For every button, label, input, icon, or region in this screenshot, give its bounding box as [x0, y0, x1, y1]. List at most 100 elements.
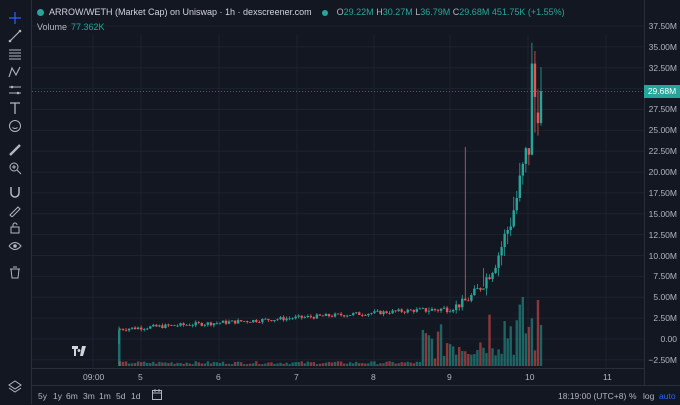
candle-body	[521, 163, 525, 176]
candle-body	[485, 277, 488, 289]
volume-bar	[188, 363, 191, 366]
range-1y[interactable]: 1y	[53, 391, 62, 401]
time-tick-label: 10	[525, 372, 535, 382]
chart-area[interactable]	[32, 0, 644, 385]
volume-bar	[391, 361, 394, 366]
candlestick-chart[interactable]	[32, 0, 644, 368]
price-tick-label: −2.50M	[648, 354, 677, 365]
price-tick-label: 7.50M	[653, 271, 677, 282]
candle-body	[509, 226, 512, 230]
price-tick-label: 12.50M	[648, 229, 677, 240]
candle-body	[130, 327, 134, 329]
volume-bar	[342, 363, 346, 366]
volume-bar	[267, 362, 270, 366]
pattern-icon[interactable]	[5, 64, 25, 80]
range-1d[interactable]: 1d	[131, 391, 141, 401]
candle-body	[512, 210, 515, 227]
volume-bar	[497, 349, 500, 366]
auto-toggle[interactable]: auto	[659, 391, 676, 401]
volume-bar	[506, 338, 509, 366]
magnet-icon[interactable]	[5, 184, 25, 200]
candle-body	[288, 318, 291, 320]
candle-body	[136, 327, 140, 330]
candle-body	[173, 325, 176, 326]
time-tick-label: 7	[294, 372, 299, 382]
candle-body	[206, 322, 210, 325]
volume-bar	[143, 361, 146, 366]
ruler-icon[interactable]	[5, 142, 25, 158]
candle-body	[339, 313, 343, 316]
candle-body	[506, 229, 509, 234]
candle-body	[270, 320, 273, 322]
candle-body	[191, 325, 194, 327]
volume-bar	[518, 304, 521, 366]
volume-bar	[152, 361, 155, 366]
candle-body	[412, 310, 415, 312]
candle-body	[527, 148, 531, 155]
legend-header: ARROW/WETH (Market Cap) on Uniswap · 1h …	[37, 7, 565, 17]
volume-bar	[439, 324, 443, 366]
low-value: 36.79M	[420, 7, 451, 17]
volume-bar	[376, 364, 379, 366]
volume-bar	[494, 355, 497, 366]
range-6m[interactable]: 6m	[66, 391, 78, 401]
measure-icon[interactable]	[5, 82, 25, 98]
candle-body	[149, 326, 152, 329]
volume-bar	[279, 362, 282, 366]
volume-bar	[345, 363, 349, 366]
time-axis[interactable]: 09:00 5 6 7 8 9 10 11	[32, 368, 644, 386]
volume-bar	[527, 326, 531, 366]
percent-toggle[interactable]: %	[629, 391, 637, 401]
candle-body	[188, 324, 191, 326]
candle-body	[230, 320, 234, 322]
fib-icon[interactable]	[5, 46, 25, 62]
candle-body	[403, 311, 406, 313]
candle-body	[336, 313, 340, 315]
candle-body	[143, 329, 146, 330]
volume-bar	[194, 361, 197, 366]
trend-line-icon[interactable]	[5, 28, 25, 44]
zoom-icon[interactable]	[5, 160, 25, 176]
crosshair-icon[interactable]	[5, 10, 25, 26]
volume-bar	[521, 297, 525, 366]
candle-body	[327, 313, 331, 317]
candle-body	[306, 316, 309, 318]
volume-bar	[406, 361, 409, 366]
volume-bar	[530, 318, 534, 366]
candle-body	[146, 328, 149, 330]
lock-icon[interactable]	[5, 220, 25, 236]
emoji-icon[interactable]	[5, 118, 25, 134]
volume-bar	[418, 361, 422, 366]
range-1m[interactable]: 1m	[99, 391, 111, 401]
text-icon[interactable]	[5, 100, 25, 116]
layers-icon[interactable]	[5, 378, 25, 394]
log-toggle[interactable]: log	[643, 391, 655, 401]
price-tick-label: 32.50M	[648, 62, 677, 73]
price-tick-label: 35.00M	[648, 41, 677, 52]
candle-body	[345, 315, 349, 317]
volume-bar	[509, 326, 512, 366]
candle-body	[427, 310, 431, 312]
eye-icon[interactable]	[5, 238, 25, 254]
calendar-icon[interactable]	[152, 389, 162, 402]
candle-body	[391, 310, 394, 314]
range-5d[interactable]: 5d	[116, 391, 126, 401]
range-5y[interactable]: 5y	[38, 391, 47, 401]
volume-bar	[409, 362, 412, 366]
price-axis[interactable]: 37.50M35.00M32.50M30.00M27.50M25.00M22.5…	[644, 0, 680, 385]
volume-bar	[358, 363, 361, 366]
volume-bar	[315, 364, 319, 366]
trash-icon[interactable]	[5, 264, 25, 280]
candle-body	[348, 315, 352, 316]
volume-bar	[118, 330, 121, 366]
range-3m[interactable]: 3m	[83, 391, 95, 401]
candle-body	[442, 307, 446, 309]
symbol-eye-icon[interactable]	[37, 9, 44, 17]
volume-bar	[397, 363, 400, 366]
candle-body	[312, 317, 316, 319]
time-tick-label: 6	[216, 372, 221, 382]
volume-bar	[348, 362, 352, 366]
candle-body	[197, 322, 200, 324]
lock-drawing-icon[interactable]	[5, 202, 25, 218]
volume-bar	[197, 362, 200, 366]
